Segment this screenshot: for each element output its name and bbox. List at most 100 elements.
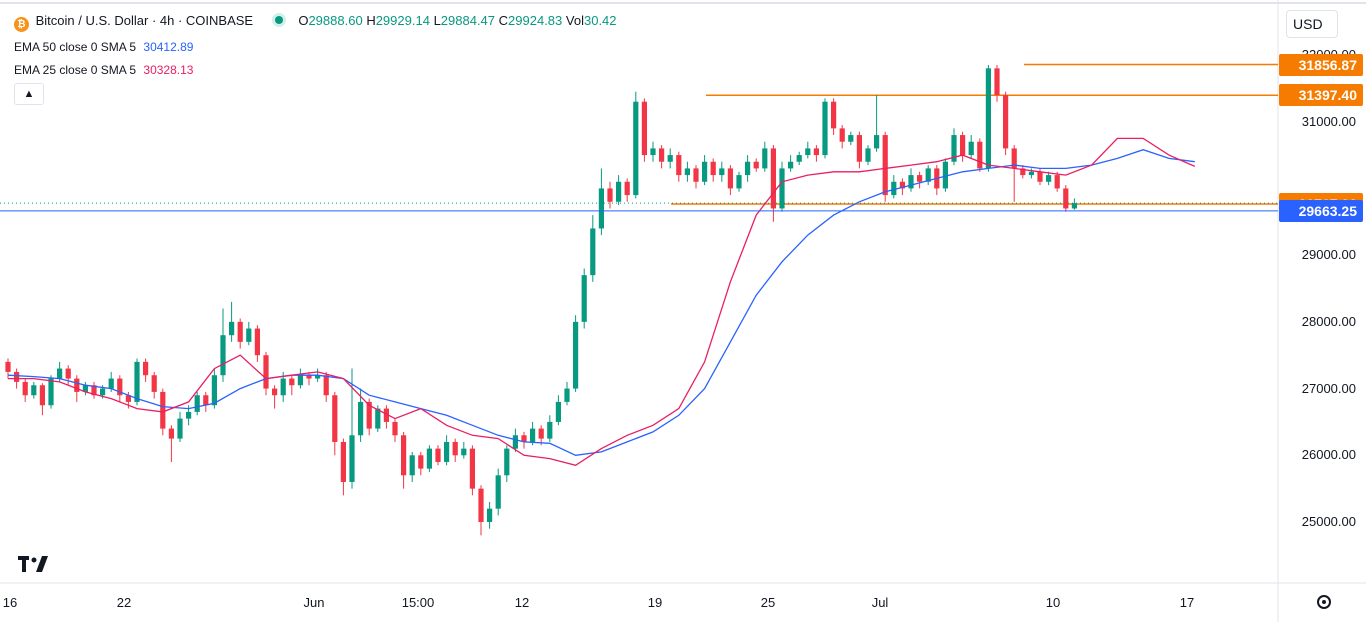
candle	[573, 315, 579, 392]
candle-body	[822, 101, 828, 156]
candles	[5, 65, 1077, 536]
candle-body	[899, 181, 905, 189]
candle-body	[203, 395, 209, 406]
candle	[246, 321, 252, 346]
candle-body	[607, 188, 613, 202]
candle	[745, 155, 751, 182]
candle	[452, 438, 458, 462]
candle-body	[426, 448, 432, 469]
candle-body	[82, 385, 88, 392]
price-tick-label: 26000.00	[1301, 447, 1356, 463]
candle	[676, 151, 682, 182]
candle	[942, 158, 948, 192]
candle-body	[306, 375, 312, 379]
market-status-icon	[274, 16, 283, 24]
ema-25-line	[8, 137, 1196, 467]
candle	[865, 145, 871, 166]
candle	[194, 391, 200, 416]
candle-body	[616, 181, 622, 202]
candle	[779, 161, 785, 212]
candle-body	[745, 161, 751, 176]
candle-body	[512, 435, 518, 449]
candle	[590, 215, 596, 282]
candle-body	[917, 175, 923, 182]
candle	[521, 431, 527, 449]
price-label-pill: 31856.87	[1279, 53, 1363, 76]
candle-body	[960, 135, 966, 156]
candle	[1011, 145, 1017, 202]
candle	[788, 155, 794, 172]
candle-body	[573, 321, 579, 389]
candle-body	[667, 155, 673, 162]
candle-body	[358, 401, 364, 436]
indicator-ema25[interactable]: EMA 25 close 0 SMA 5 30328.13	[14, 63, 193, 77]
candle	[891, 175, 897, 199]
candle	[237, 318, 243, 349]
candle-body	[211, 375, 217, 406]
candle	[822, 98, 828, 159]
candle	[624, 178, 630, 202]
candle	[925, 165, 931, 186]
candle	[581, 268, 587, 329]
candle-body	[684, 168, 690, 176]
candle-body	[220, 335, 226, 376]
candle-body	[14, 371, 20, 382]
candle-body	[22, 381, 28, 396]
symbol-title: Bitcoin / U.S. Dollar · 4h · COINBASE	[35, 13, 254, 28]
candle-body	[177, 418, 183, 439]
candle-body	[719, 168, 725, 176]
candle-body	[332, 395, 338, 442]
time-tick-label: 10	[1045, 595, 1061, 610]
candle-body	[237, 321, 243, 342]
symbol-header[interactable]: ₿ Bitcoin / U.S. Dollar · 4h · COINBASE …	[14, 13, 617, 32]
candle	[633, 91, 639, 199]
candle-body	[547, 421, 553, 439]
candle	[418, 451, 424, 476]
candle-body	[865, 148, 871, 162]
candle-body	[323, 375, 329, 396]
candle	[848, 131, 854, 146]
time-tick-label: 22	[116, 595, 132, 610]
time-tick-label: 16	[2, 595, 18, 610]
candle	[917, 171, 923, 189]
candle	[968, 135, 974, 159]
candle-body	[985, 68, 991, 169]
candle-body	[831, 101, 837, 129]
candle-body	[289, 378, 295, 386]
candle-body	[839, 128, 845, 142]
candle	[719, 161, 725, 182]
candle-body	[1054, 175, 1060, 189]
close-label: C	[498, 13, 509, 28]
candle-body	[977, 141, 983, 169]
candle	[254, 325, 260, 362]
candle	[1003, 91, 1009, 156]
candle-body	[401, 435, 407, 476]
candle-body	[753, 161, 759, 169]
candle-body	[383, 408, 389, 422]
price-tick-label: 31000.00	[1301, 113, 1356, 129]
candle-body	[925, 168, 931, 182]
time-tick-label: Jul	[871, 595, 889, 610]
candle	[762, 141, 768, 172]
currency-select[interactable]: USD	[1286, 10, 1338, 38]
tradingview-logo[interactable]	[18, 556, 48, 577]
candle	[263, 351, 269, 396]
candle-body	[1063, 188, 1069, 209]
collapse-indicators-button[interactable]: ▲	[14, 83, 44, 105]
indicator-ema50[interactable]: EMA 50 close 0 SMA 5 30412.89	[14, 40, 193, 54]
candle	[177, 411, 183, 442]
candle-body	[444, 441, 450, 462]
settings-icon[interactable]	[1317, 595, 1331, 609]
candle-body	[375, 408, 381, 429]
candle-body	[564, 388, 570, 402]
candle	[1071, 198, 1077, 210]
candle-body	[942, 161, 948, 189]
candle-body	[31, 385, 37, 396]
candle-body	[65, 368, 71, 379]
price-label-pill: 29663.25	[1279, 199, 1363, 222]
candle-body	[1028, 171, 1034, 176]
candle-body	[624, 181, 630, 196]
candle	[151, 371, 157, 399]
candle-body	[813, 148, 819, 156]
